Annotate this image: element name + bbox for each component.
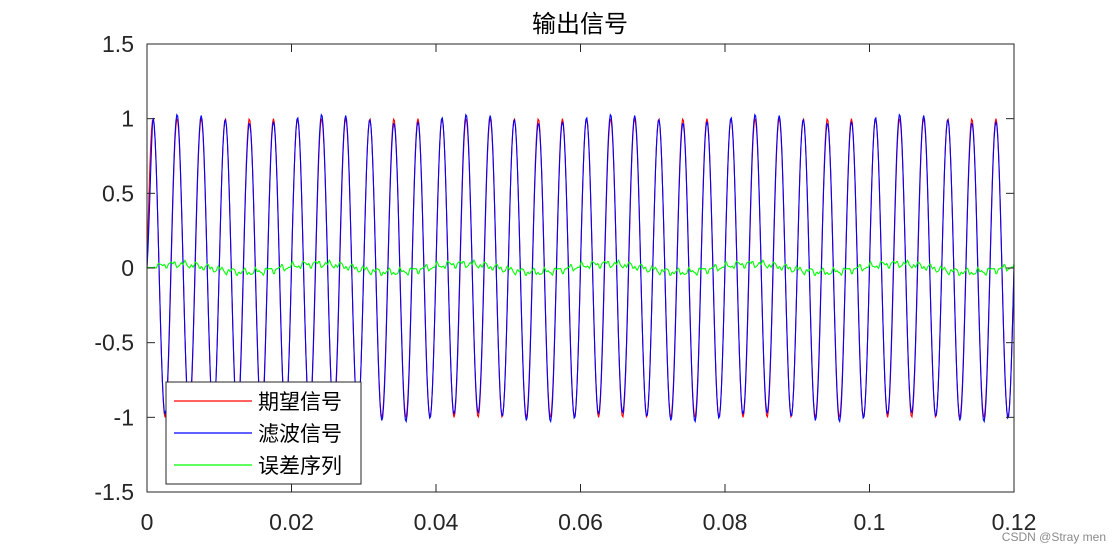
y-tick-label: 0.5	[102, 180, 134, 206]
y-tick-label: -1.5	[94, 479, 134, 505]
chart-title: 输出信号	[532, 10, 628, 38]
x-tick-label: 0.02	[269, 509, 314, 535]
watermark: CSDN @Stray men	[1002, 530, 1106, 544]
x-axis: 0 0.02 0.04 0.06 0.08 0.1 0.12	[141, 44, 1037, 535]
x-tick-label: 0	[141, 509, 154, 535]
x-tick-label: 0.12	[992, 509, 1037, 535]
y-tick-label: -1	[114, 404, 134, 430]
x-tick-label: 0.06	[558, 509, 603, 535]
y-tick-label: 1.5	[102, 31, 134, 57]
x-tick-label: 0.08	[703, 509, 748, 535]
legend-entry-label: 滤波信号	[258, 422, 342, 446]
y-tick-label: -0.5	[94, 330, 134, 356]
series-layer	[146, 113, 1015, 424]
y-tick-label: 1	[121, 106, 134, 132]
x-tick-label: 0.04	[414, 509, 459, 535]
y-tick-label: 0	[121, 255, 134, 281]
series-line-error	[146, 258, 1015, 277]
y-axis: 1.5 1 0.5 0 -0.5 -1 -1.5	[94, 31, 1014, 505]
legend-entry-label: 期望信号	[258, 390, 342, 414]
legend-entry-label: 误差序列	[258, 454, 342, 478]
x-tick-label: 0.1	[854, 509, 886, 535]
